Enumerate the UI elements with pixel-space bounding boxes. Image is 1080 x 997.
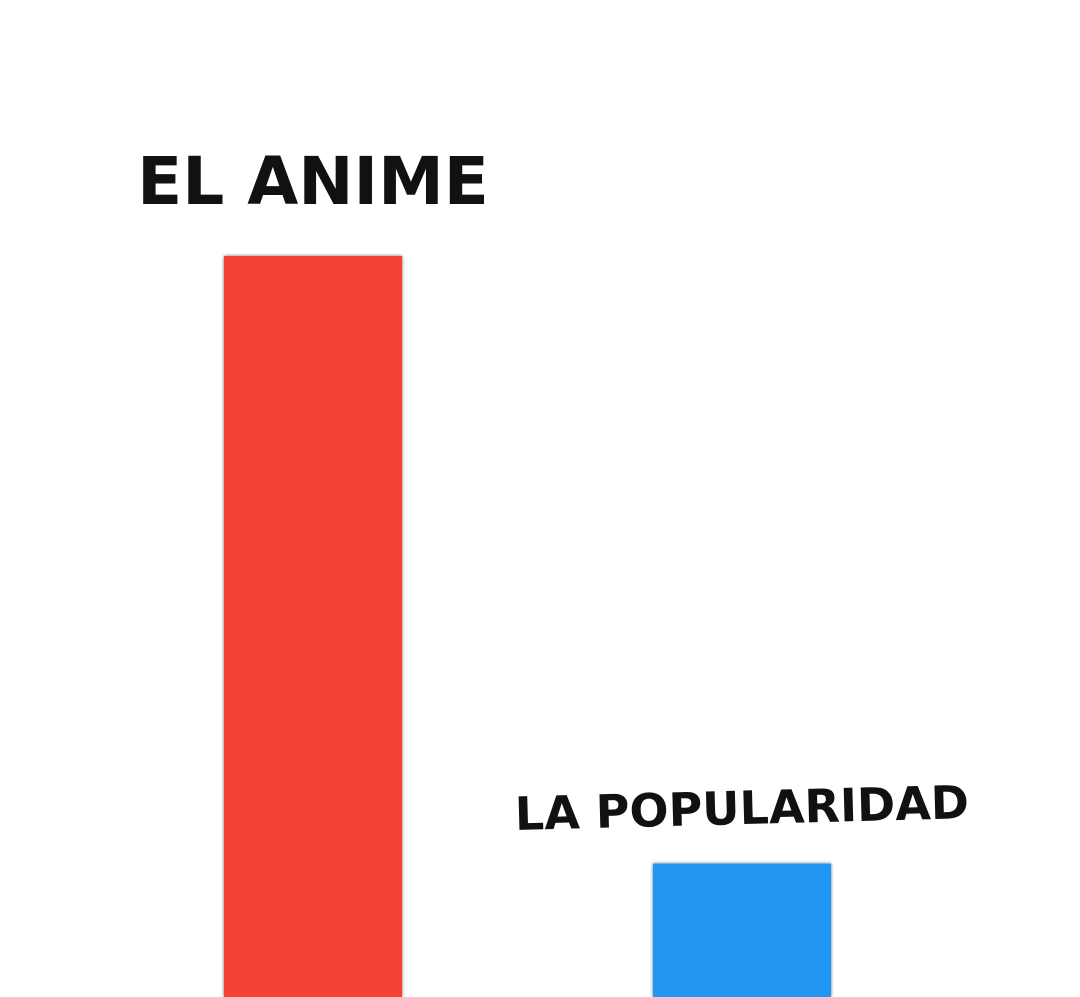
bar [653, 863, 831, 997]
bar [224, 256, 402, 997]
bar-label: EL ANIME [137, 143, 489, 220]
bar-label: LA POPULARIDAD [514, 775, 969, 841]
